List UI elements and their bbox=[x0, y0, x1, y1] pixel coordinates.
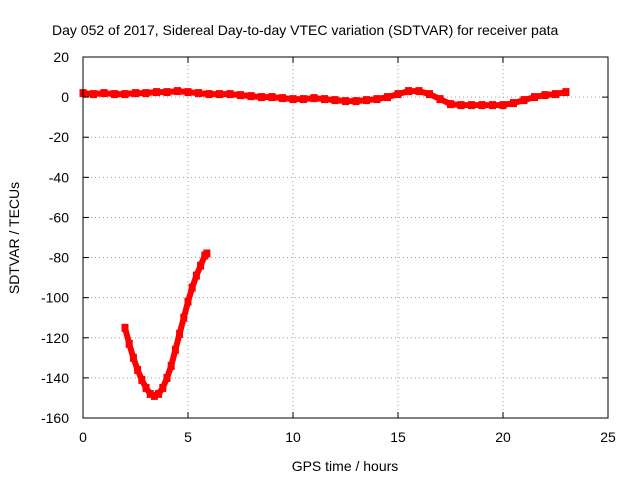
y-tick-label: 0 bbox=[61, 89, 69, 105]
upper-track-point bbox=[226, 90, 234, 99]
upper-track-point bbox=[279, 94, 286, 103]
y-tick-label: -80 bbox=[49, 250, 69, 266]
upper-track-point bbox=[310, 94, 318, 103]
upper-track-point bbox=[415, 87, 423, 96]
plot-frame bbox=[82, 56, 609, 419]
upper-track-point bbox=[541, 91, 549, 100]
upper-track-point bbox=[342, 97, 349, 106]
upper-track-point bbox=[426, 90, 433, 99]
upper-track-point bbox=[216, 90, 223, 99]
upper-track-point bbox=[468, 101, 475, 110]
lower-track-point bbox=[142, 383, 150, 392]
upper-track-point bbox=[384, 93, 391, 102]
upper-track-point bbox=[289, 95, 297, 104]
lower-track-point bbox=[184, 297, 192, 306]
y-tick-label: -20 bbox=[49, 129, 69, 145]
lower-track-point bbox=[163, 373, 171, 382]
upper-track-point bbox=[300, 95, 307, 104]
upper-track-point bbox=[457, 101, 465, 110]
chart-title: Day 052 of 2017, Sidereal Day-to-day VTE… bbox=[52, 22, 559, 38]
x-tick-label: 25 bbox=[600, 429, 616, 445]
upper-track-point bbox=[363, 96, 370, 105]
upper-track-point bbox=[520, 96, 528, 105]
upper-track-point bbox=[205, 90, 213, 99]
upper-track-point bbox=[195, 89, 202, 98]
lower-track-point bbox=[159, 383, 167, 392]
upper-track-point bbox=[331, 96, 339, 105]
lower-track-point bbox=[167, 361, 175, 370]
upper-track-point bbox=[394, 90, 402, 99]
lower-track-point bbox=[150, 391, 158, 400]
lower-track-point bbox=[192, 271, 200, 280]
upper-track-point bbox=[247, 92, 255, 101]
upper-track-point bbox=[562, 88, 570, 97]
lower-track-point bbox=[129, 353, 137, 362]
x-tick-label: 10 bbox=[285, 429, 301, 445]
upper-track-point bbox=[321, 95, 328, 104]
upper-track-point bbox=[132, 89, 139, 98]
lower-track-point bbox=[134, 365, 142, 374]
upper-track-point bbox=[436, 95, 444, 104]
y-tick-label: -100 bbox=[41, 290, 69, 306]
upper-track-point bbox=[142, 89, 150, 98]
upper-track-point bbox=[447, 100, 454, 109]
upper-track-point bbox=[121, 90, 129, 99]
lower-track-point bbox=[121, 323, 129, 332]
upper-track-point bbox=[184, 88, 192, 97]
upper-track-point bbox=[489, 101, 496, 110]
lower-track-point bbox=[203, 249, 211, 258]
x-tick-label: 5 bbox=[184, 429, 192, 445]
lower-track-point bbox=[155, 389, 163, 398]
x-tick-label: 15 bbox=[390, 429, 406, 445]
lower-track-point bbox=[188, 283, 196, 292]
upper-track-point bbox=[352, 97, 360, 106]
upper-track-point bbox=[174, 87, 181, 96]
upper-track-point bbox=[237, 91, 244, 100]
upper-track-point bbox=[163, 88, 171, 97]
x-tick-label: 20 bbox=[495, 429, 511, 445]
upper-track-point bbox=[405, 87, 412, 96]
upper-track-point bbox=[531, 93, 538, 102]
y-tick-label: 20 bbox=[53, 49, 69, 65]
upper-track-point bbox=[510, 99, 517, 108]
lower-track-point bbox=[125, 339, 133, 348]
upper-track-point bbox=[258, 93, 265, 102]
y-axis-label: SDTVAR / TECUs bbox=[6, 182, 22, 294]
y-tick-label: -160 bbox=[41, 410, 69, 426]
axis-ticks: 0 5 10 15 20 25 20 0 -20 -40 -60 -80 -100 -120 -140 -16… bbox=[41, 49, 616, 445]
upper-track-point bbox=[499, 101, 507, 110]
lower-track-point bbox=[138, 375, 146, 384]
grid-lines bbox=[83, 57, 608, 418]
upper-track-point bbox=[268, 93, 276, 102]
lower-track-point bbox=[180, 313, 188, 322]
x-axis-label: GPS time / hours bbox=[292, 458, 399, 474]
x-tick-label: 0 bbox=[79, 429, 87, 445]
y-tick-label: -40 bbox=[49, 169, 69, 185]
upper-track-point bbox=[153, 88, 160, 97]
upper-track-point bbox=[90, 90, 97, 99]
upper-track-point bbox=[478, 101, 486, 110]
y-tick-label: -60 bbox=[49, 209, 69, 225]
upper-track-point bbox=[100, 89, 108, 98]
upper-track-point bbox=[111, 90, 118, 99]
lower-track-point bbox=[176, 329, 184, 338]
y-tick-label: -120 bbox=[41, 330, 69, 346]
lower-track-point bbox=[197, 261, 205, 270]
lower-track-point bbox=[171, 345, 179, 354]
upper-track-point bbox=[373, 95, 381, 104]
lower-track-point bbox=[146, 389, 154, 398]
upper-track-point bbox=[552, 90, 559, 99]
y-tick-label: -140 bbox=[41, 370, 69, 386]
